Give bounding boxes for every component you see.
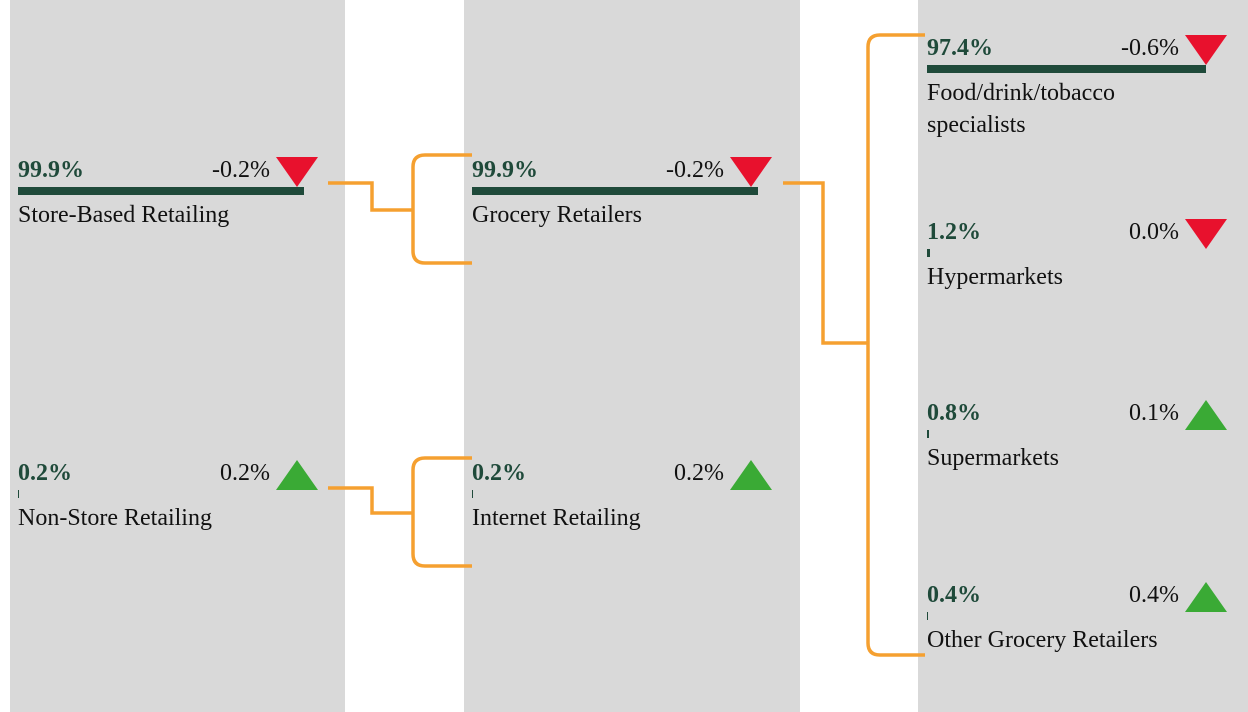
node-label: Non-Store Retailing <box>18 505 212 531</box>
share-bar <box>472 187 758 195</box>
trend-triangle <box>276 460 318 490</box>
node: 1.2% 0.0% Hypermarkets <box>927 217 1237 337</box>
share-value: 0.8% <box>927 400 981 426</box>
change-value: -0.2% <box>212 157 270 183</box>
share-bar <box>18 187 304 195</box>
share-value: 1.2% <box>927 219 981 245</box>
node: 99.9% -0.2% Store-Based Retailing <box>18 155 328 275</box>
node: 0.2% 0.2% Non-Store Retailing <box>18 458 328 578</box>
share-bar <box>927 249 931 257</box>
trend-arrow <box>730 460 772 490</box>
node: 0.8% 0.1% Supermarkets <box>927 398 1237 518</box>
change-value: 0.4% <box>1129 582 1179 608</box>
trend-arrow <box>276 157 318 187</box>
node-label: Other Grocery Retailers <box>927 627 1158 653</box>
column-panel <box>464 0 800 712</box>
node-label: Supermarkets <box>927 445 1059 471</box>
trend-arrow <box>1185 35 1227 65</box>
share-bar <box>927 65 1206 73</box>
trend-arrow <box>1185 219 1227 249</box>
trend-arrow <box>730 157 772 187</box>
connector <box>783 181 868 345</box>
bracket <box>866 33 925 657</box>
node-label: Food/drink/tobacco specialists <box>927 80 1115 138</box>
column-panel <box>10 0 345 712</box>
bracket <box>411 153 472 265</box>
share-bar <box>927 430 930 438</box>
share-value: 99.9% <box>18 157 84 183</box>
share-value: 97.4% <box>927 35 993 61</box>
node: 97.4% -0.6% Food/drink/tobacco specialists <box>927 33 1237 153</box>
column-panel <box>918 0 1248 712</box>
node-label: Hypermarkets <box>927 264 1063 290</box>
trend-triangle <box>1185 400 1227 430</box>
node: 0.4% 0.4% Other Grocery Retailers <box>927 580 1237 700</box>
share-bar <box>18 490 19 498</box>
share-value: 0.2% <box>18 460 72 486</box>
node-label: Grocery Retailers <box>472 202 642 228</box>
trend-triangle <box>730 157 772 187</box>
share-value: 99.9% <box>472 157 538 183</box>
trend-triangle <box>1185 582 1227 612</box>
trend-triangle <box>1185 35 1227 65</box>
change-value: -0.6% <box>1121 35 1179 61</box>
change-value: 0.2% <box>674 460 724 486</box>
node-label: Internet Retailing <box>472 505 641 531</box>
share-value: 0.4% <box>927 582 981 608</box>
trend-triangle <box>730 460 772 490</box>
trend-triangle <box>1185 219 1227 249</box>
connector <box>328 486 413 515</box>
change-value: -0.2% <box>666 157 724 183</box>
node: 99.9% -0.2% Grocery Retailers <box>472 155 782 275</box>
trend-arrow <box>1185 582 1227 612</box>
trend-triangle <box>276 157 318 187</box>
node: 0.2% 0.2% Internet Retailing <box>472 458 782 578</box>
change-value: 0.1% <box>1129 400 1179 426</box>
connector <box>328 181 413 212</box>
trend-arrow <box>276 460 318 490</box>
share-bar <box>927 612 929 620</box>
change-value: 0.0% <box>1129 219 1179 245</box>
share-value: 0.2% <box>472 460 526 486</box>
trend-arrow <box>1185 400 1227 430</box>
change-value: 0.2% <box>220 460 270 486</box>
share-bar <box>472 490 473 498</box>
node-label: Store-Based Retailing <box>18 202 230 228</box>
bracket <box>411 456 472 568</box>
